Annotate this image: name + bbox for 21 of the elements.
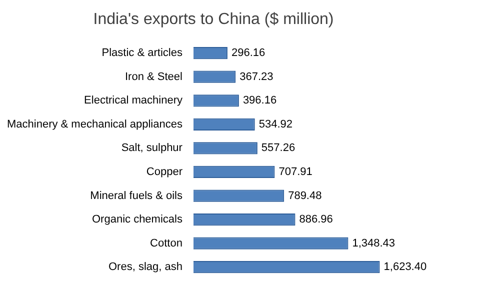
y-tick-label: Organic chemicals xyxy=(92,214,183,226)
data-label: 1,623.40 xyxy=(384,261,427,274)
y-tick-label: Plastic & articles xyxy=(102,47,183,60)
data-label: 886.96 xyxy=(299,214,333,226)
y-tick-label: Salt, sulphur xyxy=(121,142,183,154)
data-label: 557.26 xyxy=(261,142,296,154)
data-label: 296.16 xyxy=(231,47,266,60)
y-tick-label: Ores, slag, ash xyxy=(108,261,182,274)
chart-title: India's exports to China ($ million) xyxy=(93,11,334,28)
y-tick-label: Machinery & mechanical appliances xyxy=(6,118,183,130)
y-tick-label: Copper xyxy=(146,166,183,178)
data-label: 367.23 xyxy=(240,70,274,83)
data-label: 534.92 xyxy=(258,118,293,130)
y-tick-label: Electrical machinery xyxy=(84,94,183,107)
data-label: 707.91 xyxy=(278,166,312,178)
data-label: 789.48 xyxy=(288,190,322,202)
y-tick-label: Mineral fuels & oils xyxy=(90,190,183,202)
data-label: 1,348.43 xyxy=(352,237,396,250)
y-tick-label: Cotton xyxy=(150,237,182,250)
data-label: 396.16 xyxy=(242,94,277,107)
y-tick-label: Iron & Steel xyxy=(124,70,182,83)
